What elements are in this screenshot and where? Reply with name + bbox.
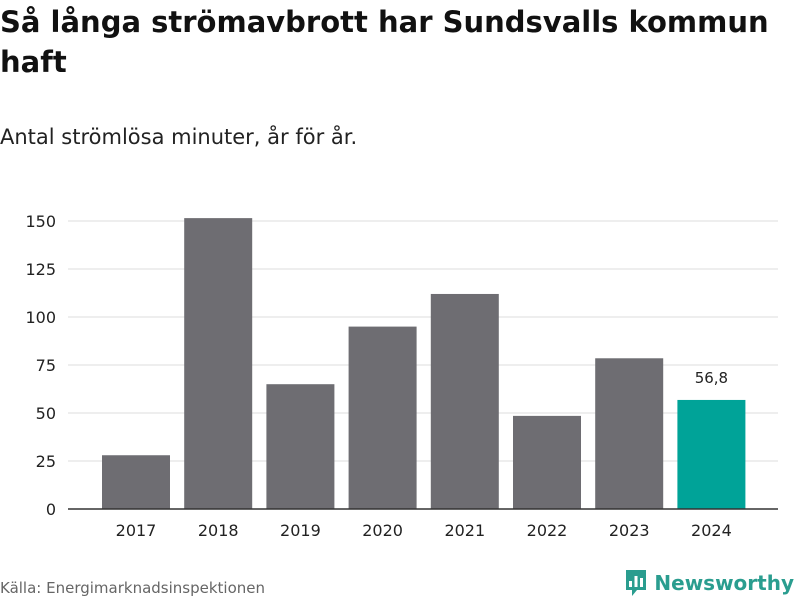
y-tick-label-0: 0 (46, 500, 56, 519)
bar-2023 (595, 358, 664, 509)
bar-2017 (102, 455, 170, 509)
gridlines (68, 220, 778, 462)
bar-2021 (430, 293, 499, 509)
newsworthy-logo-icon (626, 570, 647, 596)
x-tick-label-2023: 2023 (609, 521, 650, 540)
y-tick-label-100: 100 (25, 308, 56, 327)
y-tick-label-150: 150 (25, 212, 56, 231)
brand-name: Newsworthy (654, 571, 794, 595)
y-tick-label-25: 25 (36, 452, 56, 471)
x-tick-label-2017: 2017 (116, 521, 157, 540)
chart-subtitle: Antal strömlösa minuter, år för år. (0, 125, 358, 149)
bar-2019 (266, 384, 335, 509)
bar-2018 (184, 218, 253, 509)
x-tick-label-2019: 2019 (280, 521, 321, 540)
y-tick-label-125: 125 (25, 260, 56, 279)
y-axis-tick-labels: 0 25 50 75 100 125 150 (25, 212, 56, 519)
chart-title: Så långa strömavbrott har Sundsvalls kom… (0, 5, 769, 79)
newsworthy-brand: Newsworthy (624, 566, 794, 600)
bar-2024 (677, 399, 746, 509)
data-label-2024: 56,8 (695, 369, 728, 387)
x-tick-label-2021: 2021 (444, 521, 485, 540)
x-tick-label-2020: 2020 (362, 521, 403, 540)
source-note: Källa: Energimarknadsinspektionen (0, 579, 266, 597)
bar-2020 (348, 326, 417, 509)
y-tick-label-50: 50 (36, 404, 56, 423)
x-tick-label-2024: 2024 (691, 521, 732, 540)
x-axis-tick-labels: 2017 2018 2019 2020 2021 2022 2023 2024 (116, 521, 732, 540)
data-labels: 56,8 (695, 369, 728, 387)
y-tick-label-75: 75 (36, 356, 56, 375)
x-tick-label-2018: 2018 (198, 521, 239, 540)
bar-2022 (513, 415, 581, 509)
x-tick-label-2022: 2022 (527, 521, 568, 540)
bars (102, 218, 746, 509)
